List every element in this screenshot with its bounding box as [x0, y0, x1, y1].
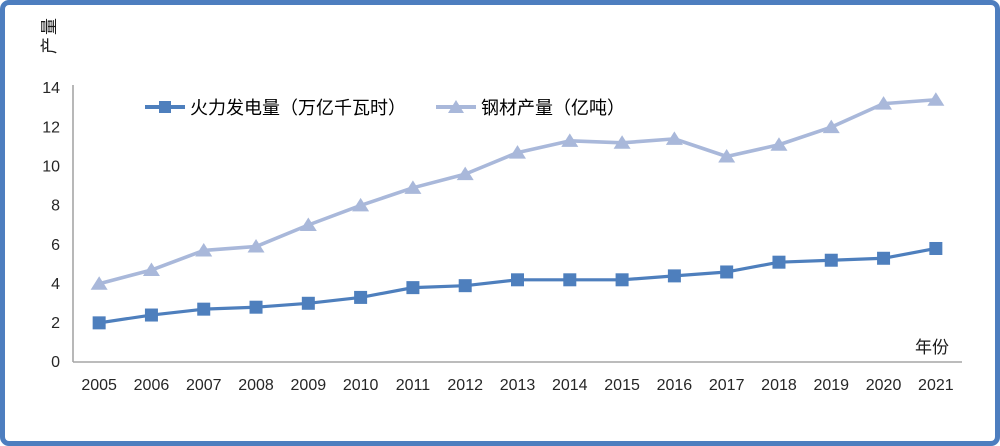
y-tick-label: 12 [42, 119, 60, 136]
series-1-marker [877, 251, 891, 265]
series-1-marker [824, 253, 838, 267]
legend-item-thermal-power: 火力发电量（万亿千瓦时） [145, 94, 406, 120]
y-tick-label: 6 [51, 237, 60, 254]
series-1-marker [720, 265, 734, 279]
legend-item-steel-output: 钢材产量（亿吨） [436, 94, 625, 120]
series-1-marker [667, 269, 681, 283]
x-tick-label: 2019 [813, 377, 849, 394]
x-tick-label: 2015 [604, 377, 640, 394]
series-1-marker [144, 308, 158, 322]
x-tick-label: 2018 [761, 377, 797, 394]
series-2-marker [927, 92, 945, 106]
series-2-marker [770, 137, 788, 151]
x-tick-label: 2006 [134, 377, 170, 394]
y-tick-label: 8 [51, 198, 60, 215]
x-tick-label: 2012 [447, 377, 483, 394]
x-tick-label: 2007 [186, 377, 222, 394]
y-axis-title: 产量 [39, 16, 59, 54]
x-axis-title: 年份 [915, 338, 949, 357]
series-2-marker [509, 145, 526, 159]
y-tick-label: 2 [51, 315, 60, 332]
series-2-marker [561, 133, 579, 147]
series-2-marker [90, 276, 108, 290]
x-tick-label: 2005 [81, 377, 117, 394]
series-1-marker [92, 316, 106, 330]
series-2-marker [613, 135, 631, 149]
series-2-marker [142, 262, 160, 277]
series-1-marker [929, 241, 943, 255]
series-1-marker [354, 290, 368, 304]
legend-label-steel-output: 钢材产量（亿吨） [481, 98, 625, 118]
y-tick-label: 14 [42, 80, 60, 97]
series-2-marker [195, 242, 213, 257]
y-tick-label: 0 [51, 354, 60, 371]
series-1-marker [511, 273, 524, 287]
triangle-series-marker-icon [436, 99, 476, 115]
x-tick-label: 2008 [238, 377, 274, 394]
series-2-marker [822, 119, 840, 134]
series-2-marker [718, 149, 736, 163]
x-tick-label: 2016 [657, 377, 693, 394]
series-1-marker [406, 281, 420, 295]
series-1-marker [615, 273, 629, 287]
series-2-marker [247, 239, 265, 253]
x-tick-label: 2013 [500, 377, 536, 394]
x-tick-label: 2009 [291, 377, 327, 394]
series-2-marker [875, 96, 893, 110]
x-tick-label: 2017 [709, 377, 745, 394]
chart-legend: 火力发电量（万亿千瓦时） 钢材产量（亿吨） [145, 94, 625, 120]
x-tick-label: 2020 [866, 377, 902, 394]
x-tick-label: 2014 [552, 377, 588, 394]
y-tick-label: 10 [42, 159, 60, 176]
series-2-marker [299, 217, 317, 231]
y-tick-label: 4 [51, 276, 60, 293]
square-series-marker-icon [145, 99, 185, 115]
series-2-marker [456, 166, 474, 181]
series-2-marker [665, 131, 683, 145]
series-1-marker [458, 279, 472, 293]
series-1-marker [563, 273, 577, 287]
series-2-marker [404, 180, 422, 194]
legend-label-thermal-power: 火力发电量（万亿千瓦时） [190, 98, 406, 118]
x-tick-label: 2021 [918, 377, 954, 394]
series-2-line [98, 97, 936, 286]
x-tick-label: 2011 [396, 377, 431, 394]
x-tick-label: 2010 [343, 377, 379, 394]
series-1-marker [772, 255, 786, 269]
series-1-marker [301, 296, 315, 310]
series-1-marker [197, 302, 211, 316]
series-1-marker [249, 300, 263, 314]
series-2-marker [352, 197, 370, 212]
